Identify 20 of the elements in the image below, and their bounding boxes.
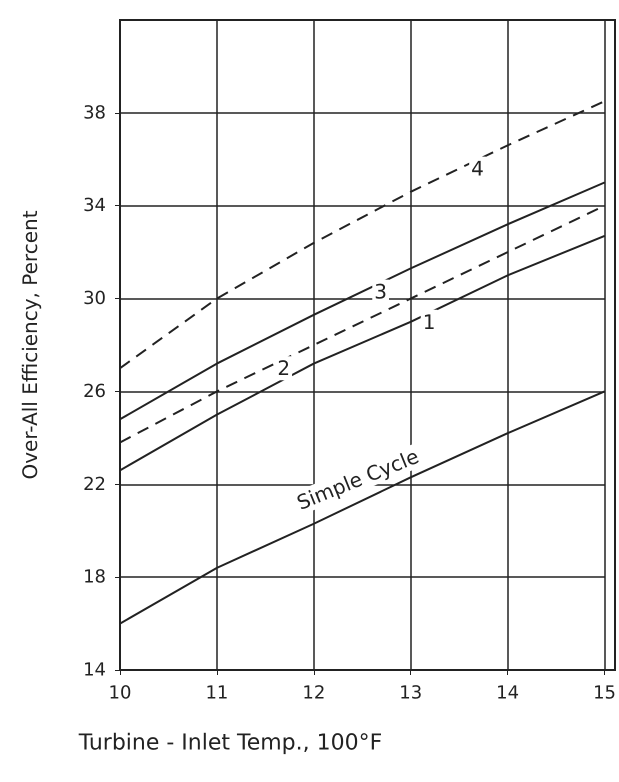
x-tick-label: 12 bbox=[302, 682, 326, 704]
y-tick-label: 34 bbox=[83, 195, 106, 216]
y-tick-label: 18 bbox=[83, 566, 106, 588]
x-tick-label: 13 bbox=[399, 682, 422, 704]
series-label: 2 bbox=[277, 356, 290, 380]
y-tick-label: 38 bbox=[83, 102, 106, 124]
x-tick-label: 10 bbox=[108, 682, 132, 704]
text: Simple Cycle bbox=[293, 444, 422, 515]
y-axis-title: Over-All Efficiency, Percent bbox=[18, 210, 42, 480]
x-tick-label: 11 bbox=[205, 682, 228, 704]
series-label: 4 bbox=[471, 156, 484, 181]
x-tick-label: 14 bbox=[496, 682, 520, 704]
y-tick-label: 22 bbox=[83, 474, 106, 495]
y-tick-label: 30 bbox=[83, 288, 106, 310]
x-axis-title: Turbine - Inlet Temp., 100°F bbox=[78, 730, 382, 756]
y-tick-label: 14 bbox=[83, 660, 106, 680]
series-label: 3 bbox=[374, 280, 388, 304]
y-tick-label: 26 bbox=[83, 380, 106, 402]
series-label: 1 bbox=[422, 310, 436, 334]
x-tick-label: 15 bbox=[593, 682, 616, 704]
